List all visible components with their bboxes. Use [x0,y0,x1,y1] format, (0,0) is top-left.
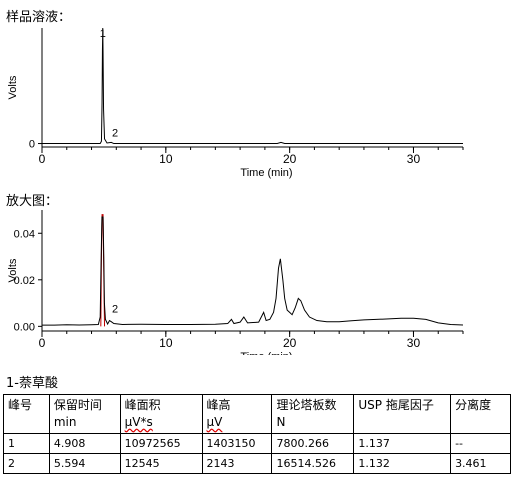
table-cell: 2 [3,453,50,474]
peak-label: 1 [100,28,106,40]
x-tick-label: 0 [39,336,46,350]
section-title-sample: 样品溶液： [6,10,72,25]
table-cell: 4.908 [48,433,121,454]
x-axis-title: Time (min) [240,167,292,179]
x-tick-label: 30 [407,336,421,350]
chromatogram-full: 0 10 20 30 0 Time (min) Volts 1 2 [7,27,464,179]
y-tick-label: 0.04 [14,228,35,240]
peak-label: 2 [112,303,118,315]
compound-title: 1-萘草酸 [6,376,58,391]
series-line [42,27,463,145]
table-cell: 2143 [201,453,273,474]
x-axis-title: Time (min) [240,351,292,355]
table-cell: 1.132 [353,453,452,474]
y-tick-label: 0 [29,139,35,151]
table-cell: 12545 [119,453,203,474]
peak-table-header: 峰号 保留时间 min 峰面积 µV*s 峰高 µV 理论塔板数 N USP 拖尾因子 … [3,394,511,434]
x-tick-label: 10 [159,152,173,166]
table-cell: 1.137 [353,433,452,454]
header-cell: 峰号 [3,394,50,434]
header-cell: 峰高 µV [201,394,273,434]
table-cell: 3.461 [450,453,511,474]
series-line [42,216,464,326]
table-row: 1 4.908 10972565 1403150 7800.266 1.137 … [3,433,511,454]
x-tick-label: 20 [283,336,297,350]
table-cell: 1 [3,433,50,454]
header-cell: 分离度 [450,394,511,434]
header-cell: 理论塔板数 N [271,394,355,434]
x-tick-label: 30 [407,152,421,166]
table-row: 2 5.594 12545 2143 16514.526 1.132 3.461 [3,453,511,474]
section-title-zoom: 放大图： [6,194,59,209]
table-cell: -- [450,433,511,454]
y-axis-title: Volts [7,75,19,99]
y-tick-label: 0.02 [14,275,35,287]
x-tick-label: 10 [159,336,173,350]
x-tick-label: 0 [39,152,46,166]
table-cell: 1403150 [201,433,273,454]
peak-table: 峰号 保留时间 min 峰面积 µV*s 峰高 µV 理论塔板数 N USP 拖尾因子 … [3,394,511,474]
table-cell: 7800.266 [271,433,355,454]
y-tick-label: 0.00 [14,321,35,333]
x-tick-label: 20 [283,152,297,166]
y-axis-title: Volts [7,258,19,282]
header-cell: 保留时间 min [48,394,121,434]
table-cell: 10972565 [119,433,203,454]
header-cell: USP 拖尾因子 [353,394,452,434]
peak-label: 2 [112,128,118,140]
header-cell: 峰面积 µV*s [119,394,203,434]
table-cell: 5.594 [48,453,121,474]
chromatogram-zoom: 0 10 20 30 0.00 0.02 0.04 Time (min) Volts 2 [7,210,464,355]
table-cell: 16514.526 [271,453,355,474]
